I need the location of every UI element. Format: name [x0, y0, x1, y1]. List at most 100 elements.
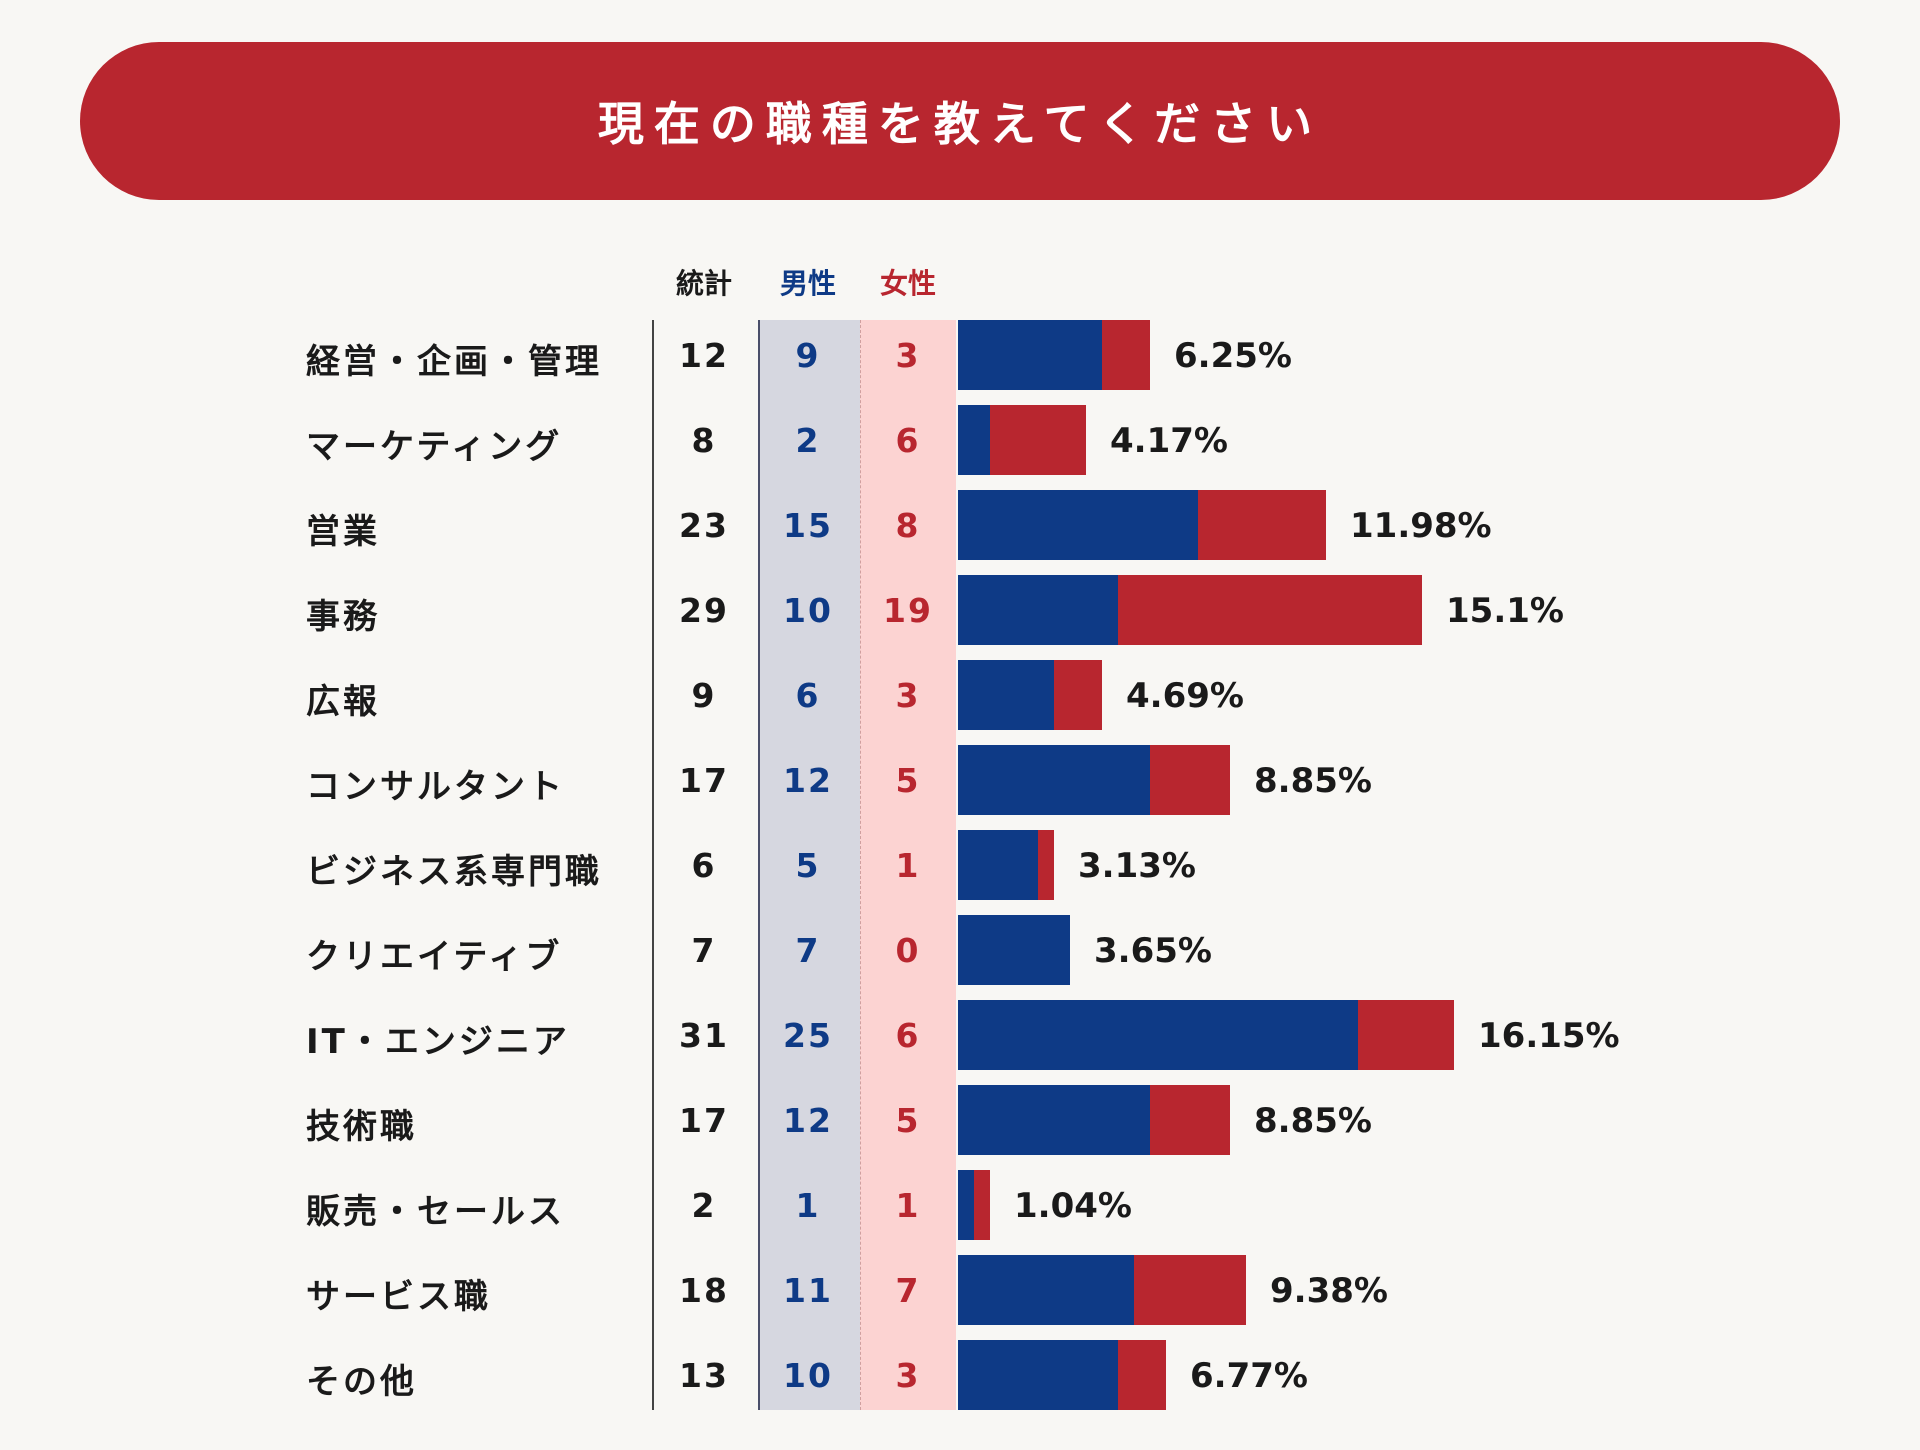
total-value: 12: [679, 336, 729, 375]
female-value: 6: [895, 1016, 921, 1055]
percentage-label: 8.85%: [1254, 761, 1372, 801]
male-value: 10: [783, 591, 833, 630]
female-value: 6: [895, 421, 921, 460]
percentage-label: 1.04%: [1014, 1186, 1132, 1226]
header-male: 男性: [779, 267, 836, 300]
bar-female: [1198, 490, 1326, 560]
percentage-label: 9.38%: [1270, 1271, 1388, 1311]
male-column-background: [758, 320, 860, 1410]
bar-female: [1118, 1340, 1166, 1410]
row-label: クリエイティブ: [306, 937, 563, 977]
total-value: 17: [679, 1101, 729, 1140]
male-value: 12: [783, 1101, 833, 1140]
header-total: 統計: [675, 267, 732, 300]
bar-male: [958, 490, 1198, 560]
male-value: 25: [783, 1016, 833, 1055]
female-value: 19: [883, 591, 933, 630]
row-label: 経営・企画・管理: [306, 342, 602, 382]
bar-male: [958, 745, 1150, 815]
row-label: 販売・セールス: [306, 1192, 565, 1232]
percentage-label: 8.85%: [1254, 1101, 1372, 1141]
bar-female: [1102, 320, 1150, 390]
bar-female: [1118, 575, 1422, 645]
male-value: 6: [795, 676, 821, 715]
female-value: 5: [895, 761, 921, 800]
total-value: 7: [691, 931, 717, 970]
male-value: 7: [795, 931, 821, 970]
male-value: 9: [795, 336, 821, 375]
female-value: 3: [895, 1356, 921, 1395]
female-value: 7: [895, 1271, 921, 1310]
total-value: 31: [679, 1016, 729, 1055]
bar-male: [958, 405, 990, 475]
percentage-label: 6.25%: [1174, 336, 1292, 376]
female-value: 8: [895, 506, 921, 545]
bar-male: [958, 1000, 1358, 1070]
bar-male: [958, 1340, 1118, 1410]
row-label: IT・エンジニア: [306, 1022, 570, 1062]
row-label: その他: [306, 1362, 417, 1402]
percentage-label: 16.15%: [1478, 1016, 1620, 1056]
male-value: 15: [783, 506, 833, 545]
male-value: 12: [783, 761, 833, 800]
row-label: 事務: [306, 597, 380, 637]
percentage-label: 11.98%: [1350, 506, 1492, 546]
female-value: 3: [895, 336, 921, 375]
bar-male: [958, 1170, 974, 1240]
row-label: 広報: [306, 682, 380, 722]
total-value: 17: [679, 761, 729, 800]
total-value: 9: [691, 676, 717, 715]
bar-male: [958, 320, 1102, 390]
title-banner: 現在の職種を教えてください: [80, 42, 1840, 200]
bar-female: [974, 1170, 990, 1240]
row-label: 営業: [306, 512, 380, 552]
bar-male: [958, 1255, 1134, 1325]
bar-female: [1134, 1255, 1246, 1325]
bar-female: [1150, 745, 1230, 815]
header-female: 女性: [879, 267, 936, 300]
label-divider: [652, 320, 654, 1410]
female-column-background: [860, 320, 956, 1410]
female-value: 3: [895, 676, 921, 715]
percentage-label: 3.65%: [1094, 931, 1212, 971]
male-value: 2: [795, 421, 821, 460]
row-label: マーケティング: [306, 427, 563, 467]
percentage-label: 6.77%: [1190, 1356, 1308, 1396]
male-value: 5: [795, 846, 821, 885]
chart-title: 現在の職種を教えてください: [597, 97, 1323, 151]
percentage-label: 3.13%: [1078, 846, 1196, 886]
total-value: 29: [679, 591, 729, 630]
female-value: 1: [895, 1186, 921, 1225]
row-label: コンサルタント: [306, 767, 565, 807]
percentage-label: 4.17%: [1110, 421, 1228, 461]
female-value: 1: [895, 846, 921, 885]
bar-male: [958, 660, 1054, 730]
bar-male: [958, 915, 1070, 985]
bar-female: [1054, 660, 1102, 730]
row-label: サービス職: [306, 1277, 491, 1317]
bar-female: [1358, 1000, 1454, 1070]
bar-male: [958, 575, 1118, 645]
row-label: ビジネス系専門職: [306, 852, 602, 892]
total-value: 23: [679, 506, 729, 545]
female-value: 0: [895, 931, 921, 970]
bar-male: [958, 1085, 1150, 1155]
total-value: 8: [691, 421, 717, 460]
female-value: 5: [895, 1101, 921, 1140]
total-value: 6: [691, 846, 717, 885]
male-value: 11: [783, 1271, 833, 1310]
total-value: 2: [691, 1186, 717, 1225]
bar-female: [1150, 1085, 1230, 1155]
total-value: 13: [679, 1356, 729, 1395]
percentage-label: 15.1%: [1446, 591, 1564, 631]
male-value: 10: [783, 1356, 833, 1395]
bar-female: [990, 405, 1086, 475]
bar-female: [1038, 830, 1054, 900]
row-label: 技術職: [306, 1107, 417, 1147]
male-value: 1: [795, 1186, 821, 1225]
total-value: 18: [679, 1271, 729, 1310]
bar-male: [958, 830, 1038, 900]
percentage-label: 4.69%: [1126, 676, 1244, 716]
